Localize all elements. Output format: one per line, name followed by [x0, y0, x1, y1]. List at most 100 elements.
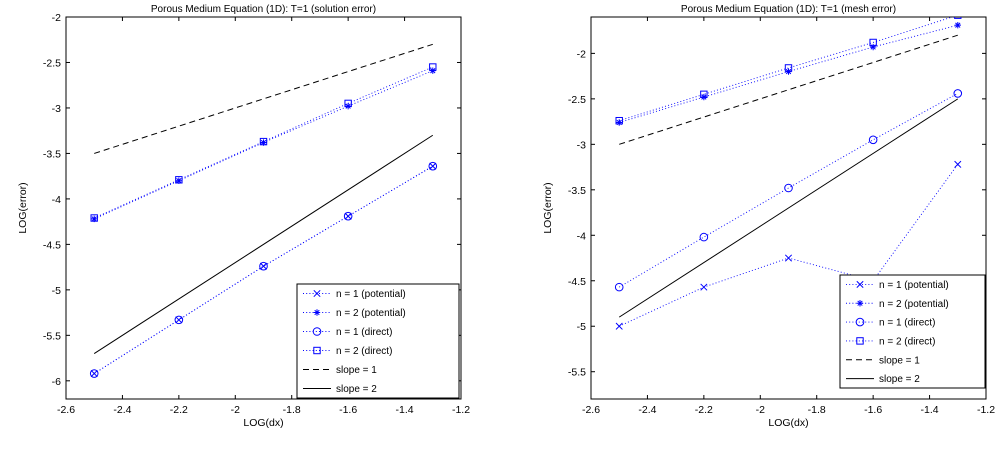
data-point-star — [616, 119, 623, 126]
legend-marker-x — [856, 280, 864, 288]
data-point-circle — [174, 315, 184, 325]
legend-marker-square — [856, 337, 864, 345]
y-tick-label: -4.5 — [43, 239, 61, 251]
chart-title: Porous Medium Equation (1D): T=1 (soluti… — [151, 4, 376, 15]
x-tick-label: -1.6 — [339, 404, 357, 416]
x-axis-label: LOG(dx) — [243, 417, 283, 429]
legend-marker-star — [856, 300, 864, 307]
x-tick-label: -2 — [231, 404, 240, 416]
series-line-4 — [619, 17, 954, 122]
data-point-square — [869, 38, 877, 47]
legend-entry: n = 2 (potential) — [879, 299, 949, 310]
series-group — [89, 43, 438, 378]
legend-entry: n = 1 (potential) — [336, 289, 406, 300]
data-point-circle — [89, 369, 99, 378]
legend-box — [839, 274, 986, 389]
data-point-x — [954, 160, 962, 168]
data-point-square — [344, 99, 352, 108]
x-tick-label: -1.4 — [396, 404, 414, 416]
data-point-circle — [259, 261, 268, 271]
data-point-square — [90, 214, 98, 222]
y-tick-label: -5 — [577, 321, 586, 333]
y-tick-label: -3.5 — [43, 148, 61, 160]
data-point-circle — [343, 211, 353, 221]
y-tick-label: -2.5 — [568, 94, 586, 106]
x-tick-label: -1.8 — [808, 404, 826, 416]
legend-marker-star — [313, 309, 321, 316]
data-point-x — [175, 316, 183, 324]
x-tick-label: -1.4 — [921, 404, 939, 416]
series-line-6 — [93, 134, 434, 354]
y-tick-label: -2 — [52, 12, 61, 24]
legend-marker-circle — [312, 327, 322, 336]
legend-entry: n = 2 (potential) — [336, 308, 406, 319]
y-tick-label: -4 — [52, 194, 61, 206]
series-line-6 — [618, 98, 959, 318]
y-tick-label: -6 — [52, 376, 61, 388]
y-tick-label: -2.5 — [43, 57, 61, 69]
x-tick-label: -2.4 — [638, 404, 656, 416]
chart-title: Porous Medium Equation (1D): T=1 (mesh e… — [681, 4, 896, 15]
y-tick-label: -4.5 — [568, 276, 586, 288]
legend-box — [296, 283, 460, 399]
legend-entry: slope = 2 — [336, 384, 377, 395]
data-point-x — [700, 283, 708, 291]
y-tick-label: -2 — [577, 48, 586, 60]
y-tick-label: -5.5 — [568, 367, 586, 379]
x-tick-label: -1.2 — [452, 404, 470, 416]
y-tick-label: -3.5 — [568, 185, 586, 197]
data-point-square — [954, 17, 962, 19]
x-tick-label: -2 — [756, 404, 765, 416]
data-point-x — [259, 262, 268, 270]
x-tick-label: -2.2 — [170, 404, 188, 416]
legend-entry: slope = 1 — [879, 355, 920, 366]
legend-entry: slope = 2 — [879, 374, 920, 385]
legend-entry: n = 1 (direct) — [879, 318, 935, 329]
series-group — [614, 17, 963, 330]
y-tick-label: -3 — [577, 139, 586, 151]
series-line-4 — [94, 66, 433, 219]
x-tick-label: -2.4 — [113, 404, 131, 416]
legend: n = 1 (potential) n = 2 (potential) n = 1 … — [839, 274, 986, 389]
legend-marker-x — [313, 289, 321, 298]
data-point-square — [429, 63, 437, 71]
legend-entry: n = 2 (direct) — [879, 336, 935, 347]
y-axis-label: LOG(error) — [17, 182, 29, 233]
legend-entry: slope = 1 — [336, 365, 377, 376]
data-point-star — [954, 21, 961, 29]
legend-entry: n = 1 (potential) — [879, 280, 949, 291]
y-tick-label: -5.5 — [43, 330, 61, 342]
y-axis-label: LOG(error) — [542, 182, 554, 233]
data-point-circle — [953, 89, 963, 98]
legend: n = 1 (potential) n = 2 (potential) n = 1 … — [296, 283, 460, 399]
y-tick-label: -5 — [52, 285, 61, 297]
x-tick-label: -1.2 — [977, 404, 995, 416]
legend-marker-square — [313, 346, 321, 355]
x-tick-label: -1.8 — [283, 404, 301, 416]
data-point-star — [869, 43, 877, 51]
x-tick-label: -2.2 — [695, 404, 713, 416]
chart-2: Porous Medium Equation (1D): T=1 (mesh e… — [542, 4, 995, 429]
data-point-star — [175, 177, 183, 184]
series-line-3 — [618, 93, 959, 288]
data-point-circle — [699, 232, 709, 242]
x-tick-label: -1.6 — [864, 404, 882, 416]
data-point-x — [615, 322, 623, 330]
legend-entry: n = 2 (direct) — [336, 346, 392, 357]
data-point-star — [260, 139, 267, 146]
chart-1: Porous Medium Equation (1D): T=1 (soluti… — [17, 4, 470, 429]
data-point-circle — [428, 161, 438, 171]
data-point-circle — [784, 183, 793, 193]
data-point-square — [259, 137, 268, 146]
y-tick-label: -3 — [52, 103, 61, 115]
data-point-circle — [868, 135, 878, 145]
y-tick-label: -4 — [577, 230, 586, 242]
x-axis-label: LOG(dx) — [768, 417, 808, 429]
x-tick-label: -2.6 — [57, 404, 75, 416]
legend-marker-circle — [855, 317, 865, 327]
legend-entry: n = 1 (direct) — [336, 327, 392, 338]
data-point-star — [91, 215, 98, 223]
data-point-square — [175, 176, 183, 184]
data-point-x — [784, 254, 793, 262]
